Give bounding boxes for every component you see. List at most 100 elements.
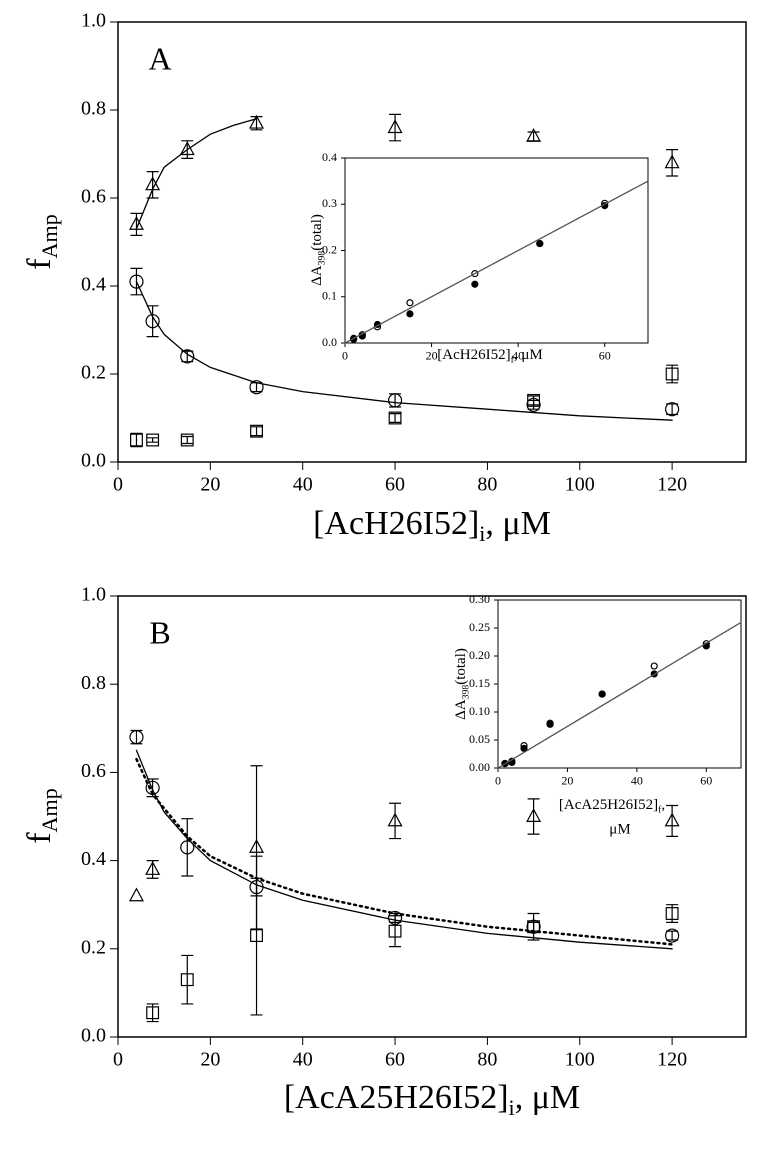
- error-bar: [146, 305, 159, 338]
- error-bar: [130, 432, 143, 448]
- y-tick-label: 0.4: [81, 848, 106, 870]
- x-tick-label: 20: [200, 474, 220, 496]
- label-part: [AcA25H26I52]: [559, 797, 658, 813]
- plot-frame: [344, 157, 649, 344]
- point: [146, 1006, 160, 1020]
- label-part: ΔA: [453, 699, 469, 720]
- y-tick-label: 0.2: [81, 936, 106, 958]
- x-tick-label: 60: [385, 474, 405, 496]
- x-tick-label: 0: [113, 474, 123, 496]
- y-tick-label: 0.6: [81, 186, 106, 208]
- label-part: f: [21, 832, 58, 844]
- fit-line: [135, 280, 673, 421]
- point: [387, 119, 403, 134]
- y-tick-label: 0.0: [81, 450, 106, 472]
- x-tick-label: 20: [561, 773, 573, 787]
- y-tick-label: 0.30: [469, 592, 490, 606]
- y-axis-label: ΔA398(total): [309, 214, 327, 286]
- point: [387, 393, 403, 408]
- point: [129, 274, 144, 289]
- x-tick-label: 20: [426, 348, 438, 362]
- y-tick-label: 0.10: [469, 704, 490, 718]
- y-tick-label: 0.6: [81, 760, 106, 782]
- y-tick-label: 0.15: [469, 676, 490, 690]
- fit-line: [135, 749, 673, 950]
- plot-frame: [117, 595, 747, 1038]
- point: [180, 840, 195, 855]
- error-bar: [250, 855, 263, 1016]
- point: [520, 741, 528, 750]
- label-part: i: [479, 521, 485, 546]
- error-bar: [181, 435, 194, 445]
- label-part: f: [511, 355, 515, 366]
- point: [130, 433, 143, 447]
- panel-label: A: [148, 40, 171, 76]
- error-bar: [389, 413, 402, 423]
- label-part: ,: [661, 797, 665, 813]
- point: [665, 928, 680, 943]
- error-bar: [666, 804, 679, 837]
- error-bar: [389, 113, 402, 142]
- label-part: ΔA: [309, 265, 325, 286]
- point: [546, 719, 554, 727]
- point: [129, 730, 144, 745]
- point: [388, 924, 402, 938]
- point: [665, 402, 680, 417]
- label-part: , μM: [485, 505, 550, 542]
- plot-frame: [497, 599, 742, 769]
- error-bar: [181, 954, 194, 1005]
- y-tick-label: 0.05: [469, 732, 490, 746]
- x-axis-label: [AcH26I52]i, μM: [313, 505, 551, 546]
- x-tick-label: 40: [512, 348, 524, 362]
- x-tick-label: 60: [385, 1049, 405, 1071]
- y-tick-label: 0.0: [81, 1025, 106, 1047]
- y-tick-label: 0.4: [322, 150, 337, 164]
- x-tick-label: 40: [293, 1049, 313, 1071]
- point: [250, 424, 263, 438]
- y-tick-label: 0.2: [322, 242, 337, 256]
- point: [527, 920, 541, 934]
- y-tick-label: 1.0: [81, 10, 106, 32]
- point: [180, 433, 194, 447]
- x-tick-label: 40: [631, 773, 643, 787]
- y-tick-label: 0.3: [322, 196, 337, 210]
- point: [249, 380, 264, 395]
- point: [180, 349, 195, 364]
- panel-label: B: [149, 614, 170, 650]
- point: [179, 141, 195, 156]
- point: [146, 433, 160, 447]
- error-bar: [527, 798, 540, 835]
- label-part: [AcA25H26I52]: [284, 1079, 509, 1116]
- error-bar: [250, 426, 263, 437]
- label-part: f: [658, 805, 662, 816]
- y-axis-label: ΔA398(total): [453, 648, 471, 720]
- x-tick-label: 0: [342, 348, 348, 362]
- point: [387, 812, 403, 827]
- y-tick-label: 0.20: [469, 648, 490, 662]
- point: [702, 640, 710, 648]
- point: [650, 662, 658, 670]
- y-tick-label: 0.0: [322, 335, 337, 349]
- x-axis-label: μM: [609, 821, 630, 837]
- point: [536, 239, 544, 248]
- label-part: , μM: [514, 347, 543, 363]
- error-bar: [666, 930, 679, 941]
- point: [388, 411, 402, 425]
- point: [249, 838, 265, 853]
- point: [526, 127, 542, 142]
- point: [145, 314, 160, 329]
- label-part: f: [21, 258, 58, 270]
- x-tick-label: 100: [565, 1049, 595, 1071]
- fit-line: [344, 180, 649, 344]
- y-tick-label: 0.00: [469, 760, 490, 774]
- point: [128, 887, 144, 902]
- error-bar: [527, 395, 540, 406]
- point: [145, 861, 161, 875]
- y-tick-label: 0.1: [322, 289, 337, 303]
- x-tick-label: 40: [293, 474, 313, 496]
- point: [406, 299, 414, 307]
- point: [249, 114, 265, 129]
- error-bar: [146, 860, 159, 879]
- y-axis-label: fAmp: [21, 214, 62, 270]
- x-tick-label: 60: [700, 773, 712, 787]
